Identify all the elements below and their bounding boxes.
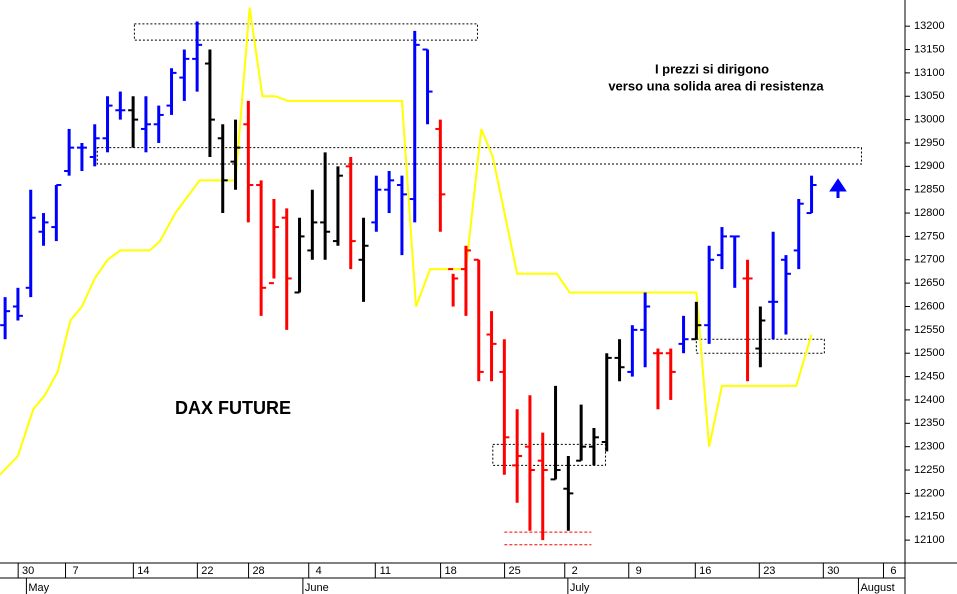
y-tick-label: 13000 (914, 114, 945, 126)
stop-line (0, 7, 813, 476)
y-tick-label: 12500 (914, 347, 945, 359)
x-tick-label: 16 (699, 565, 711, 577)
y-tick-label: 13050 (914, 90, 945, 102)
up-arrow (829, 178, 847, 198)
x-tick-label: 14 (137, 565, 149, 577)
y-tick-label: 12450 (914, 370, 945, 382)
chart-title: DAX FUTURE (175, 398, 291, 418)
x-tick-label: 7 (72, 565, 78, 577)
x-tick-label: 25 (508, 565, 520, 577)
x-tick-label: 30 (22, 565, 34, 577)
month-label: June (305, 582, 329, 594)
resistance-zone (492, 443, 606, 466)
x-tick-label: 30 (827, 565, 839, 577)
y-tick-label: 12400 (914, 394, 945, 406)
annotation: verso una solida area di resistenza (608, 78, 824, 93)
y-tick-label: 13150 (914, 43, 945, 55)
x-tick-label: 18 (444, 565, 456, 577)
x-tick-label: 4 (316, 565, 322, 577)
y-tick-label: 12700 (914, 254, 945, 266)
x-tick-label: 22 (201, 565, 213, 577)
y-tick-label: 12750 (914, 230, 945, 242)
resistance-zone (96, 147, 862, 165)
y-tick-label: 12300 (914, 441, 945, 453)
y-tick-label: 12350 (914, 417, 945, 429)
y-tick-label: 13200 (914, 20, 945, 32)
y-tick-label: 12800 (914, 207, 945, 219)
month-label: July (570, 582, 590, 594)
y-tick-label: 12600 (914, 300, 945, 312)
annotation: I prezzi si dirigono (655, 61, 769, 76)
y-tick-label: 12850 (914, 184, 945, 196)
y-tick-label: 12950 (914, 137, 945, 149)
y-tick-label: 12900 (914, 160, 945, 172)
y-tick-label: 12150 (914, 511, 945, 523)
month-label: May (28, 582, 49, 594)
y-tick-label: 13100 (914, 67, 945, 79)
x-tick-label: 11 (380, 565, 391, 577)
y-tick-label: 12550 (914, 324, 945, 336)
y-tick-label: 12100 (914, 534, 945, 546)
x-tick-label: 9 (636, 565, 642, 577)
x-tick-label: 6 (890, 565, 896, 577)
x-tick-label: 28 (252, 565, 264, 577)
month-label: August (860, 582, 894, 594)
y-tick-label: 12250 (914, 464, 945, 476)
x-tick-label: 23 (763, 565, 775, 577)
y-tick-label: 12650 (914, 277, 945, 289)
x-tick-label: 2 (572, 565, 578, 577)
y-tick-label: 12200 (914, 487, 945, 499)
